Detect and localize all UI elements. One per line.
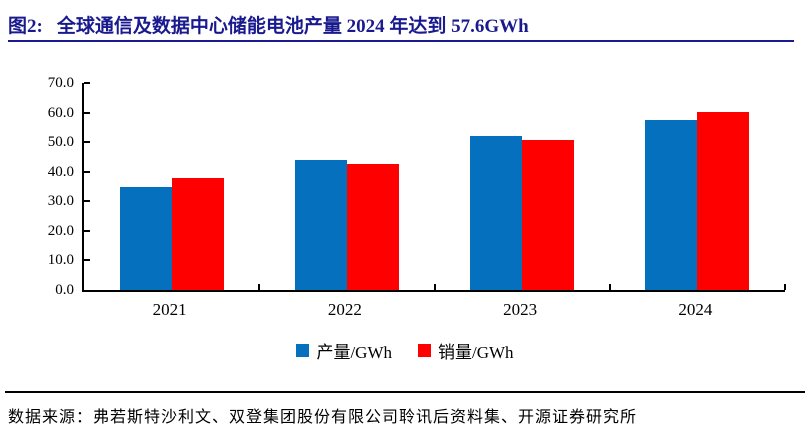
y-tick: [84, 170, 90, 173]
x-axis-label: 2023: [503, 300, 538, 319]
y-axis-label: 50.0: [47, 134, 74, 151]
bar-production-2022: [294, 160, 347, 290]
y-axis-label: 60.0: [47, 104, 74, 121]
bar-chart: 产量/GWh 销量/GWh 0.0 10.0 20.0 30.0 40.0 50.0 60.0…: [0, 55, 810, 375]
x-tick: [258, 284, 261, 290]
x-tick: [433, 284, 436, 290]
bar-sales-2024: [697, 111, 750, 290]
y-axis-label: 70.0: [47, 75, 74, 91]
y-tick: [84, 259, 90, 262]
legend-label: 产量/GWh: [316, 343, 392, 362]
x-axis-label: 2024: [678, 300, 713, 319]
bar-sales-2023: [522, 140, 575, 290]
bar-sales-2021: [171, 178, 224, 290]
x-axis-label: 2022: [327, 300, 362, 319]
y-axis-label: 20.0: [47, 222, 74, 239]
figure-number: 图2:: [8, 16, 43, 37]
legend-label: 销量/GWh: [438, 343, 514, 362]
x-tick: [608, 284, 611, 290]
bar-production-2021: [119, 186, 172, 290]
y-tick: [84, 111, 90, 114]
footer-divider: [5, 391, 805, 393]
x-tick: [784, 284, 786, 290]
source-text: 数据来源：弗若斯特沙利文、双登集团股份有限公司聆讯后资料集、开源证券研究所: [8, 409, 638, 426]
figure-title-text: 全球通信及数据中心储能电池产量 2024 年达到 57.6GWh: [56, 16, 529, 37]
y-axis-label: 40.0: [47, 163, 74, 180]
legend-item: 产量/GWh: [296, 338, 392, 363]
y-axis-label: 30.0: [47, 193, 74, 210]
legend-swatch: [296, 344, 310, 357]
figure-title: 图2: 全球通信及数据中心储能电池产量 2024 年达到 57.6GWh: [8, 11, 529, 38]
y-tick: [84, 82, 90, 84]
y-axis-label: 10.0: [47, 252, 74, 269]
chart-legend: 产量/GWh 销量/GWh: [0, 338, 810, 363]
y-tick: [84, 200, 90, 203]
bar-sales-2022: [346, 164, 399, 290]
x-axis-label: 2021: [152, 300, 187, 319]
y-tick: [84, 229, 90, 232]
title-divider: [8, 40, 794, 42]
legend-item: 销量/GWh: [418, 338, 514, 363]
bar-production-2023: [470, 136, 523, 290]
plot-area: [82, 82, 786, 292]
legend-swatch: [418, 344, 431, 357]
y-axis-label: 0.0: [55, 282, 74, 298]
bar-production-2024: [645, 119, 698, 290]
y-tick: [84, 141, 90, 144]
